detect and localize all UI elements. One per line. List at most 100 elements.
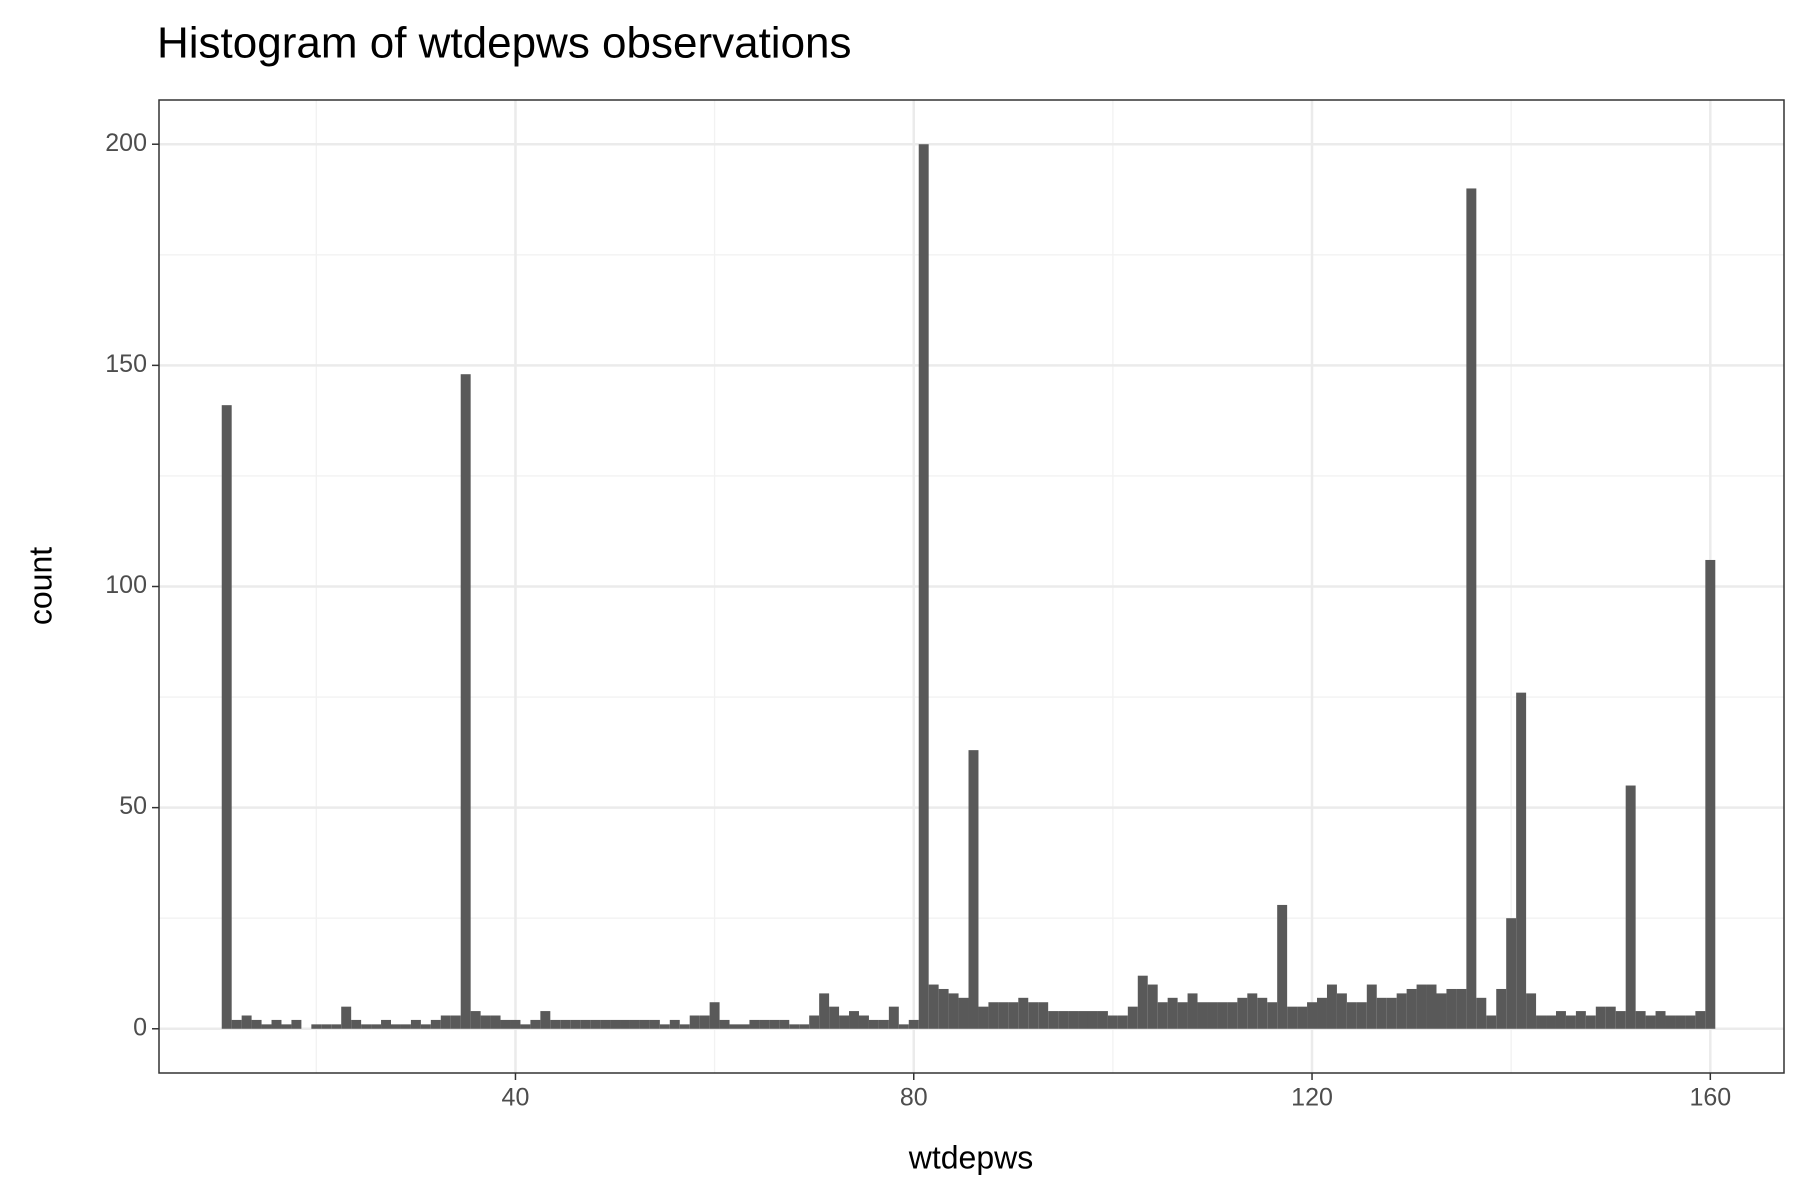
bar	[460, 374, 471, 1029]
bar	[540, 1011, 551, 1029]
bar	[361, 1024, 372, 1029]
bar	[1336, 993, 1347, 1029]
bar	[1326, 984, 1337, 1029]
bar	[1197, 1002, 1208, 1029]
bar	[371, 1024, 382, 1029]
bar	[520, 1024, 531, 1029]
bar	[1346, 1002, 1357, 1029]
bar	[849, 1011, 859, 1029]
bar	[1546, 1015, 1556, 1029]
bar	[928, 984, 939, 1029]
x-tick-label: 40	[502, 1084, 530, 1112]
bar	[1675, 1015, 1686, 1029]
bar	[560, 1019, 571, 1029]
bar	[1127, 1006, 1138, 1029]
bar	[1645, 1015, 1656, 1029]
bar	[510, 1019, 521, 1029]
bar	[580, 1019, 591, 1029]
bar	[291, 1019, 302, 1029]
bar	[1426, 984, 1437, 1029]
bar	[779, 1019, 790, 1029]
bar	[1247, 993, 1258, 1029]
bar	[440, 1015, 451, 1029]
bar	[1366, 984, 1377, 1029]
bar	[958, 997, 969, 1029]
bar	[590, 1019, 601, 1029]
bar	[1167, 997, 1178, 1029]
bar	[1406, 988, 1417, 1029]
y-tick-label: 150	[105, 350, 147, 378]
bar	[381, 1019, 392, 1029]
bar	[600, 1019, 611, 1029]
bar	[689, 1015, 700, 1029]
bar	[241, 1015, 252, 1029]
bar	[1665, 1015, 1676, 1029]
bar	[391, 1024, 401, 1029]
bar	[629, 1019, 640, 1029]
bar	[1177, 1002, 1188, 1029]
bar	[978, 1006, 989, 1029]
bar	[1187, 993, 1198, 1029]
bar	[659, 1024, 670, 1029]
bar	[1078, 1011, 1088, 1029]
x-tick-label: 120	[1291, 1084, 1333, 1112]
bar	[1277, 904, 1288, 1029]
bar	[639, 1019, 650, 1029]
bar	[1257, 997, 1268, 1029]
bar	[839, 1015, 850, 1029]
bar	[1317, 997, 1327, 1029]
bar	[1287, 1006, 1298, 1029]
bar	[1695, 1011, 1706, 1029]
bar	[530, 1019, 541, 1029]
bar	[410, 1019, 421, 1029]
bar	[1615, 1011, 1626, 1029]
bar	[1486, 1015, 1497, 1029]
bar	[1117, 1015, 1128, 1029]
bar	[829, 1006, 840, 1029]
bar	[709, 1002, 720, 1029]
bar	[1376, 997, 1387, 1029]
bar	[1526, 993, 1537, 1029]
bar	[898, 1024, 909, 1029]
bar	[1058, 1011, 1069, 1029]
bar	[1516, 692, 1527, 1029]
y-tick-label: 100	[105, 571, 147, 599]
bar	[1307, 1002, 1318, 1029]
bar	[799, 1024, 810, 1029]
bar	[908, 1019, 919, 1029]
bar	[1038, 1002, 1049, 1029]
bar	[490, 1015, 501, 1029]
bar	[420, 1024, 431, 1029]
bar	[271, 1019, 282, 1029]
x-tick-label: 80	[900, 1084, 928, 1112]
bar	[620, 1019, 630, 1029]
bar	[1028, 1002, 1039, 1029]
bar	[1048, 1011, 1059, 1029]
bar	[868, 1019, 879, 1029]
bar	[1137, 975, 1148, 1029]
bar	[1267, 1002, 1278, 1029]
bar	[1147, 984, 1158, 1029]
bar	[1565, 1015, 1576, 1029]
bar	[351, 1019, 362, 1029]
bar	[500, 1019, 511, 1029]
bar	[1068, 1011, 1079, 1029]
bar	[1595, 1006, 1606, 1029]
bar	[1396, 993, 1407, 1029]
bar	[998, 1002, 1009, 1029]
bar	[400, 1024, 411, 1029]
y-tick-label: 200	[105, 129, 147, 157]
bar	[1506, 918, 1517, 1029]
bar	[1476, 997, 1487, 1029]
chart-title: Histogram of wtdepws observations	[157, 19, 852, 68]
bar	[1157, 1002, 1168, 1029]
bar	[1217, 1002, 1228, 1029]
bar	[878, 1019, 889, 1029]
bar	[1585, 1015, 1596, 1029]
bar	[1575, 1011, 1586, 1029]
y-axis-title: count	[22, 547, 58, 625]
x-axis-title: wtdepws	[908, 1139, 1034, 1175]
bar	[450, 1015, 461, 1029]
bar	[261, 1024, 272, 1029]
bar	[311, 1024, 322, 1029]
